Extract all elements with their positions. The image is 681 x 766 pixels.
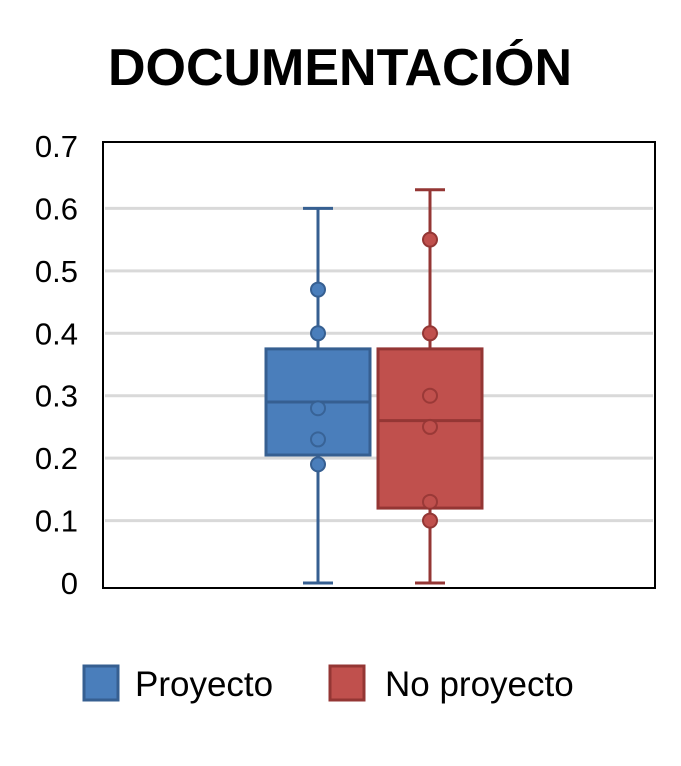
data-point xyxy=(422,512,438,529)
legend-swatch xyxy=(328,664,366,702)
data-point xyxy=(310,325,326,342)
box-series xyxy=(264,188,484,585)
legend-item: Proyecto xyxy=(82,664,273,704)
y-tick-label: 0.3 xyxy=(35,379,78,414)
y-tick-label: 0.5 xyxy=(35,254,78,289)
data-point xyxy=(310,431,326,448)
data-point xyxy=(422,325,438,342)
box-no-proyecto xyxy=(376,188,484,585)
data-point xyxy=(422,493,438,510)
y-tick-label: 0.1 xyxy=(35,504,78,539)
y-tick-label: 0 xyxy=(61,566,78,601)
data-point xyxy=(310,281,326,298)
legend-label: No proyecto xyxy=(385,665,574,704)
chart-title: DOCUMENTACIÓN xyxy=(108,39,572,97)
y-tick-label: 0.7 xyxy=(35,129,78,164)
y-tick-label: 0.2 xyxy=(35,441,78,476)
y-tick-label: 0.4 xyxy=(35,316,78,351)
legend-swatch xyxy=(82,664,120,702)
y-axis-ticks: 0 0.1 0.2 0.3 0.4 0.5 0.6 0.7 xyxy=(35,129,78,601)
data-point xyxy=(422,418,438,435)
legend-label: Proyecto xyxy=(135,665,273,704)
data-point xyxy=(310,456,326,473)
legend-item: No proyecto xyxy=(328,664,574,704)
y-tick-label: 0.6 xyxy=(35,191,78,226)
data-point xyxy=(310,400,326,417)
data-point xyxy=(422,231,438,248)
legend: Proyecto No proyecto xyxy=(82,664,574,704)
data-point xyxy=(422,387,438,404)
box-proyecto xyxy=(264,206,372,585)
plot-area-frame xyxy=(102,141,656,589)
